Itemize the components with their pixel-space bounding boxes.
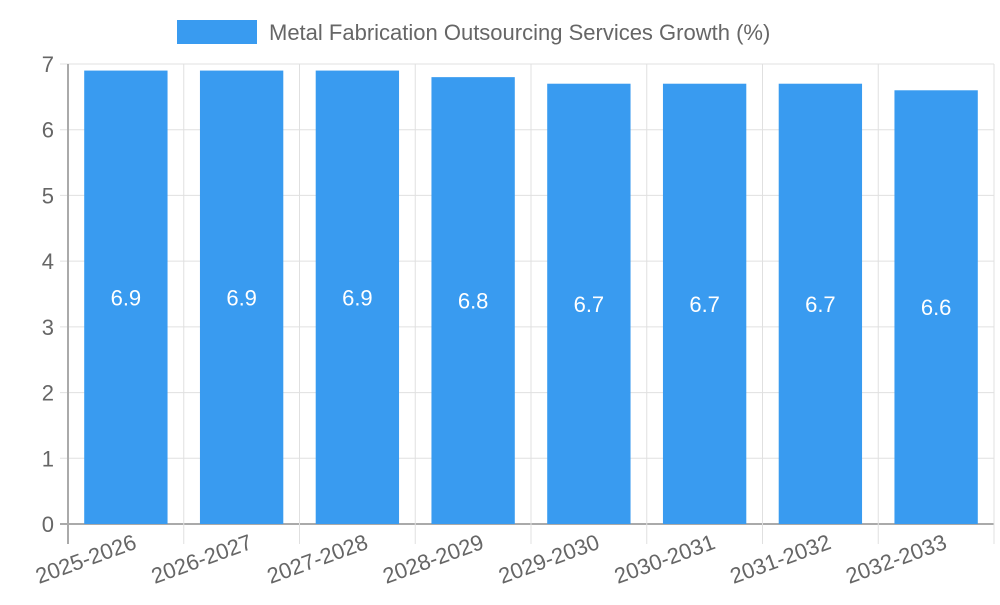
bar bbox=[547, 83, 631, 524]
x-tick-label: 2031-2032 bbox=[727, 529, 834, 588]
x-tick-label: 2026-2027 bbox=[148, 529, 255, 588]
bar bbox=[778, 83, 863, 524]
y-tick-label: 1 bbox=[42, 446, 54, 471]
y-tick-label: 5 bbox=[42, 183, 54, 208]
y-tick-label: 0 bbox=[42, 512, 54, 537]
data-label: 6.9 bbox=[111, 285, 142, 310]
y-tick-label: 7 bbox=[42, 52, 54, 77]
bar bbox=[315, 70, 400, 525]
x-tick-label: 2027-2028 bbox=[264, 529, 371, 588]
data-label: 6.7 bbox=[689, 292, 720, 317]
y-tick-label: 3 bbox=[42, 315, 54, 340]
bar bbox=[662, 83, 747, 524]
data-label: 6.6 bbox=[921, 295, 952, 320]
legend-swatch bbox=[177, 20, 257, 44]
bar bbox=[431, 77, 515, 525]
y-tick-label: 6 bbox=[42, 118, 54, 143]
x-tick-label: 2032-2033 bbox=[842, 529, 949, 588]
y-tick-label: 4 bbox=[42, 249, 54, 274]
y-tick-label: 2 bbox=[42, 381, 54, 406]
x-tick-label: 2028-2029 bbox=[379, 529, 486, 588]
bar bbox=[199, 70, 284, 525]
data-label: 6.7 bbox=[805, 292, 836, 317]
data-label: 6.8 bbox=[458, 289, 489, 314]
data-label: 6.9 bbox=[226, 285, 257, 310]
bar bbox=[84, 70, 168, 525]
data-label: 6.7 bbox=[574, 292, 605, 317]
x-tick-label: 2029-2030 bbox=[495, 529, 602, 588]
data-label: 6.9 bbox=[342, 285, 373, 310]
x-tick-label: 2030-2031 bbox=[611, 529, 718, 588]
legend-label: Metal Fabrication Outsourcing Services G… bbox=[269, 20, 770, 45]
legend[interactable]: Metal Fabrication Outsourcing Services G… bbox=[177, 20, 770, 45]
x-tick-label: 2025-2026 bbox=[32, 529, 139, 588]
bar bbox=[894, 90, 978, 525]
